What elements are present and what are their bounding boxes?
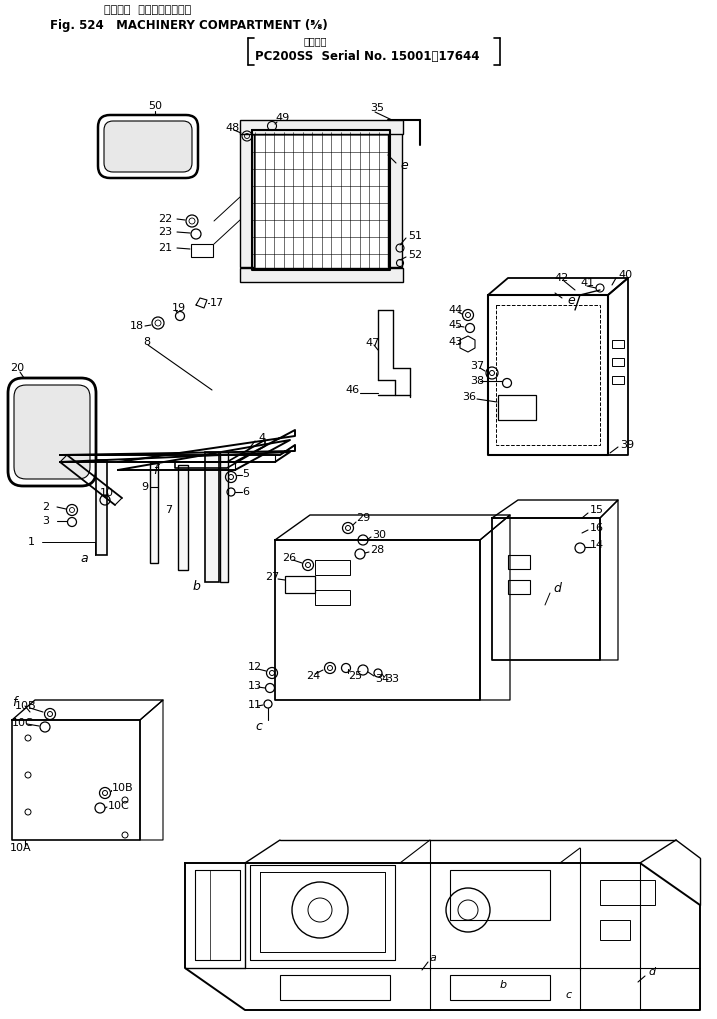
Text: 38: 38 (470, 376, 484, 386)
Text: マシナリ  コンパートメント: マシナリ コンパートメント (105, 5, 191, 15)
Text: 14: 14 (590, 540, 604, 550)
Bar (508, 580, 530, 594)
Text: 40: 40 (618, 270, 632, 280)
Text: 41: 41 (580, 278, 594, 288)
Text: 46: 46 (345, 385, 359, 395)
Text: PC200SS  Serial No. 15001～17644: PC200SS Serial No. 15001～17644 (255, 50, 480, 62)
Text: 33: 33 (385, 674, 399, 684)
Text: 9: 9 (141, 482, 148, 492)
Text: 1: 1 (28, 537, 35, 547)
Bar (450, 975, 550, 1000)
Bar (498, 395, 536, 420)
Text: 51: 51 (408, 231, 422, 242)
Text: 22: 22 (158, 214, 172, 224)
Bar (612, 358, 624, 366)
Bar (240, 268, 403, 282)
Text: 10C: 10C (12, 718, 34, 728)
Text: 37: 37 (470, 361, 484, 371)
Bar (96, 460, 107, 555)
Text: 21: 21 (158, 243, 172, 253)
Text: 2: 2 (42, 502, 49, 512)
Bar (191, 244, 213, 257)
Text: 52: 52 (408, 250, 422, 260)
Bar (280, 975, 390, 1000)
Text: 28: 28 (370, 545, 384, 555)
Text: 45: 45 (448, 320, 462, 330)
Text: 6: 6 (242, 487, 249, 497)
Text: c: c (565, 990, 571, 1000)
Text: 10: 10 (100, 488, 114, 498)
Text: a: a (80, 551, 87, 565)
Text: 25: 25 (348, 671, 362, 681)
Text: 47: 47 (365, 338, 379, 348)
Text: 42: 42 (554, 273, 569, 283)
Text: 7: 7 (165, 505, 172, 515)
Text: 12: 12 (248, 662, 262, 672)
Text: f: f (12, 697, 16, 709)
Bar (450, 870, 550, 920)
Text: Fig. 524   MACHINERY COMPARTMENT (⅝): Fig. 524 MACHINERY COMPARTMENT (⅝) (50, 18, 328, 32)
Text: 30: 30 (372, 530, 386, 540)
Text: 11: 11 (248, 700, 262, 710)
Text: 16: 16 (590, 523, 604, 533)
Text: 20: 20 (10, 363, 24, 373)
Text: a: a (430, 953, 437, 963)
Bar (508, 555, 530, 569)
Text: 10C: 10C (108, 801, 130, 811)
Text: 24: 24 (306, 671, 320, 681)
Text: 10B: 10B (15, 701, 37, 711)
Text: 49: 49 (275, 113, 289, 123)
Text: 29: 29 (356, 513, 370, 523)
Bar (600, 920, 630, 940)
Text: 23: 23 (158, 227, 172, 237)
Text: 36: 36 (462, 392, 476, 403)
Text: 4: 4 (258, 433, 265, 443)
Text: 3: 3 (42, 516, 49, 526)
Text: 18: 18 (130, 321, 144, 331)
Bar (285, 576, 315, 593)
Bar (315, 560, 350, 575)
Bar (240, 120, 403, 135)
Text: 35: 35 (370, 103, 384, 113)
Text: 48: 48 (225, 123, 239, 133)
Text: b: b (193, 581, 201, 593)
Text: 5: 5 (242, 469, 249, 479)
FancyBboxPatch shape (104, 121, 192, 172)
FancyBboxPatch shape (14, 385, 90, 479)
Text: 透用号機: 透用号機 (303, 36, 327, 46)
Text: d: d (553, 582, 561, 594)
Bar (600, 880, 655, 905)
Bar (178, 465, 188, 570)
Bar (150, 463, 158, 564)
Text: 17: 17 (210, 298, 224, 308)
Text: 13: 13 (248, 681, 262, 691)
Text: 39: 39 (620, 440, 634, 450)
Text: b: b (500, 980, 507, 990)
Bar (220, 452, 228, 582)
Text: 19: 19 (172, 303, 186, 313)
Text: 26: 26 (282, 553, 296, 564)
Text: 15: 15 (590, 505, 604, 515)
Text: e: e (567, 293, 575, 307)
Bar (388, 132, 402, 267)
Text: c: c (255, 719, 262, 733)
Bar (496, 305, 600, 445)
Text: 8: 8 (143, 337, 150, 347)
Text: d: d (648, 967, 655, 977)
Bar (315, 590, 350, 605)
Text: 34: 34 (375, 674, 389, 684)
Bar (205, 452, 219, 582)
Text: 43: 43 (448, 337, 462, 347)
Text: 10A: 10A (10, 843, 32, 853)
Text: 10B: 10B (112, 783, 133, 793)
Bar (612, 340, 624, 348)
Bar (240, 132, 254, 267)
Text: 27: 27 (265, 572, 279, 582)
Text: 44: 44 (448, 305, 462, 315)
Text: 50: 50 (148, 101, 162, 111)
Text: e: e (400, 159, 408, 171)
Bar (612, 376, 624, 384)
Text: f: f (153, 464, 157, 477)
